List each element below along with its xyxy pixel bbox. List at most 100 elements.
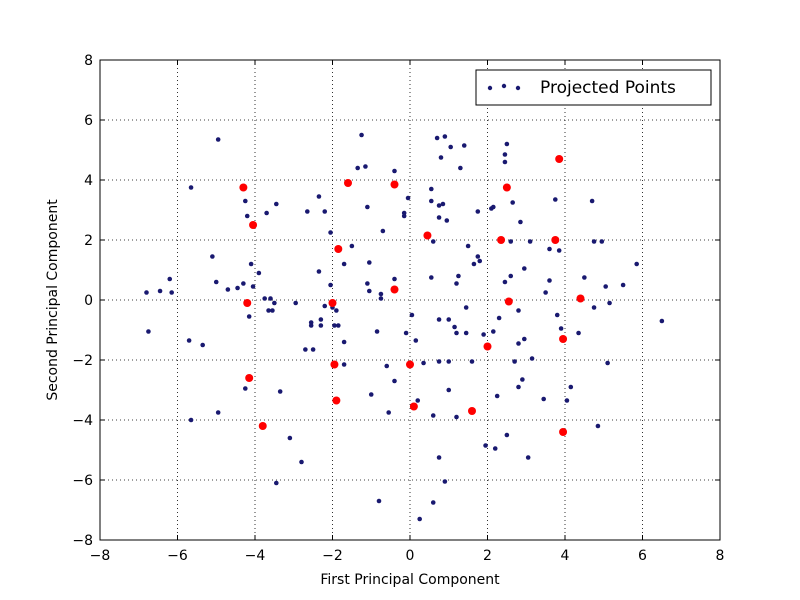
x-tick-label: −2 [322,548,343,564]
highlighted-point [243,299,252,307]
projected-point [341,339,347,345]
projected-point [502,159,508,165]
projected-point [436,203,442,208]
projected-point [413,338,419,343]
highlighted-point [423,231,432,240]
projected-point [167,276,173,282]
x-tick-label: 8 [716,548,725,564]
y-tick-label: −2 [72,353,93,369]
projected-point [380,228,386,234]
x-tick-label: −6 [167,548,188,564]
projected-point [378,291,384,297]
projected-point [446,317,452,322]
projected-point [448,144,453,150]
projected-point [529,356,535,361]
projected-point [403,330,409,336]
projected-point [434,135,440,141]
projected-point [502,279,508,285]
projected-point [456,273,461,279]
tick-labels: −8 −6 −4 −2 0 2 4 6 8 −8 −6 −4 −2 0 2 4 6 8 [72,53,724,564]
projected-point [248,261,254,267]
projected-point [409,312,415,318]
projected-point [520,377,525,382]
projected-point [483,443,488,448]
projected-point [200,342,205,348]
y-tick-label: 0 [84,293,93,309]
projected-point [318,317,324,322]
projected-point [522,266,527,271]
grid-lines [100,60,720,540]
projected-point [186,338,192,343]
projected-point [188,185,194,190]
projected-point [262,296,267,301]
y-tick-label: −4 [72,413,93,429]
projected-point [516,384,521,390]
projected-point [308,323,314,328]
projected-point [620,282,626,288]
projected-point [512,359,517,364]
projected-point [558,326,564,331]
projected-point [516,308,521,313]
y-tick-label: 8 [84,53,93,69]
projected-point [525,455,531,460]
projected-point [442,479,448,484]
projected-point [576,330,581,336]
projected-point [401,213,407,219]
highlighted-point [328,299,337,307]
projected-point [405,195,411,201]
projected-point [465,243,471,249]
projected-point [454,414,459,420]
projected-point [415,398,421,403]
projected-point [458,165,463,171]
projected-point [341,362,347,367]
projected-point [363,164,368,169]
projected-point [303,347,308,352]
projected-point [417,516,422,522]
projected-point [556,248,562,253]
projected-point [274,201,279,207]
highlighted-point [502,183,511,192]
legend-marker-3 [515,85,521,91]
projected-point [440,201,446,207]
y-tick-label: 6 [84,113,93,129]
projected-point [235,285,240,291]
highlighted-point [504,297,513,306]
projected-point [349,243,355,249]
projected-point [543,290,548,295]
projected-point [496,315,502,321]
projected-point [272,300,277,306]
projected-point [256,270,262,276]
projected-point [446,359,452,364]
projected-point [215,410,221,415]
projected-point [446,387,452,393]
projected-point [316,194,322,199]
projected-point [492,446,498,451]
projected-point [367,288,372,294]
projected-point [392,378,397,384]
projected-point [591,239,597,244]
projected-point [277,389,283,394]
y-tick-label: 4 [84,173,93,189]
projected-point [518,219,523,225]
highlighted-point [332,396,341,405]
projected-point [386,410,391,415]
projected-point [266,308,271,313]
projected-point [305,209,310,214]
highlighted-point [468,407,476,415]
x-tick-label: 4 [561,548,570,564]
projected-point [589,198,595,204]
projected-point [430,413,436,418]
projected-point [436,455,442,460]
projected-point [436,317,442,322]
highlighted-point [559,335,568,343]
projected-point [274,480,279,486]
projected-point [250,284,256,289]
projected-point [477,258,483,264]
legend-marker-1 [487,85,493,91]
projected-point [659,318,665,324]
projected-point [463,305,469,310]
projected-point [188,417,194,423]
x-tick-label: 2 [483,548,492,564]
legend-box [475,69,712,106]
